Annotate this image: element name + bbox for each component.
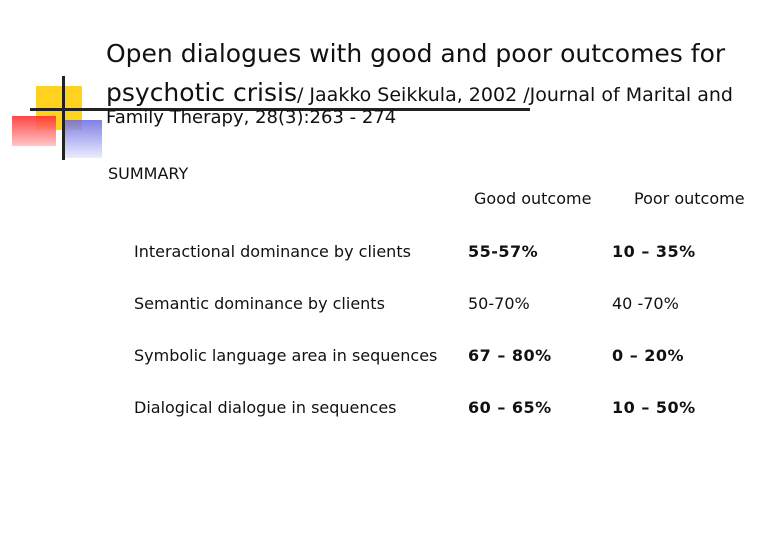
blue-square-decoration bbox=[62, 120, 102, 158]
table-row: Interactional dominance by clients 55-57… bbox=[0, 242, 780, 266]
good-outcome-value: 50-70% bbox=[468, 294, 530, 313]
slide-title-line-1: Open dialogues with good and poor outcom… bbox=[106, 39, 726, 68]
horizontal-rule bbox=[30, 108, 530, 111]
table-row: Symbolic language area in sequences 67 –… bbox=[0, 346, 780, 370]
vertical-rule bbox=[62, 76, 65, 160]
column-header-poor-outcome: Poor outcome bbox=[634, 189, 745, 208]
citation-text: / Jaakko Seikkula, 2002 /Journal of Mari… bbox=[296, 84, 733, 106]
red-square-decoration bbox=[12, 116, 56, 146]
slide-title-line-2: psychotic crisis/ Jaakko Seikkula, 2002 … bbox=[106, 78, 733, 107]
good-outcome-value: 60 – 65% bbox=[468, 398, 552, 417]
table-row: Dialogical dialogue in sequences 60 – 65… bbox=[0, 398, 780, 422]
poor-outcome-value: 10 – 50% bbox=[612, 398, 696, 417]
row-label: Symbolic language area in sequences bbox=[134, 346, 438, 365]
table-row: Semantic dominance by clients 50-70% 40 … bbox=[0, 294, 780, 318]
summary-heading: SUMMARY bbox=[108, 164, 189, 183]
good-outcome-value: 67 – 80% bbox=[468, 346, 552, 365]
good-outcome-value: 55-57% bbox=[468, 242, 539, 261]
row-label: Dialogical dialogue in sequences bbox=[134, 398, 397, 417]
column-header-good-outcome: Good outcome bbox=[474, 189, 592, 208]
citation-line-2: Family Therapy, 28(3):263 - 274 bbox=[106, 107, 397, 128]
poor-outcome-value: 40 -70% bbox=[612, 294, 679, 313]
row-label: Interactional dominance by clients bbox=[134, 242, 411, 261]
poor-outcome-value: 10 – 35% bbox=[612, 242, 696, 261]
poor-outcome-value: 0 – 20% bbox=[612, 346, 685, 365]
slide-title-main: psychotic crisis bbox=[106, 78, 297, 107]
row-label: Semantic dominance by clients bbox=[134, 294, 385, 313]
